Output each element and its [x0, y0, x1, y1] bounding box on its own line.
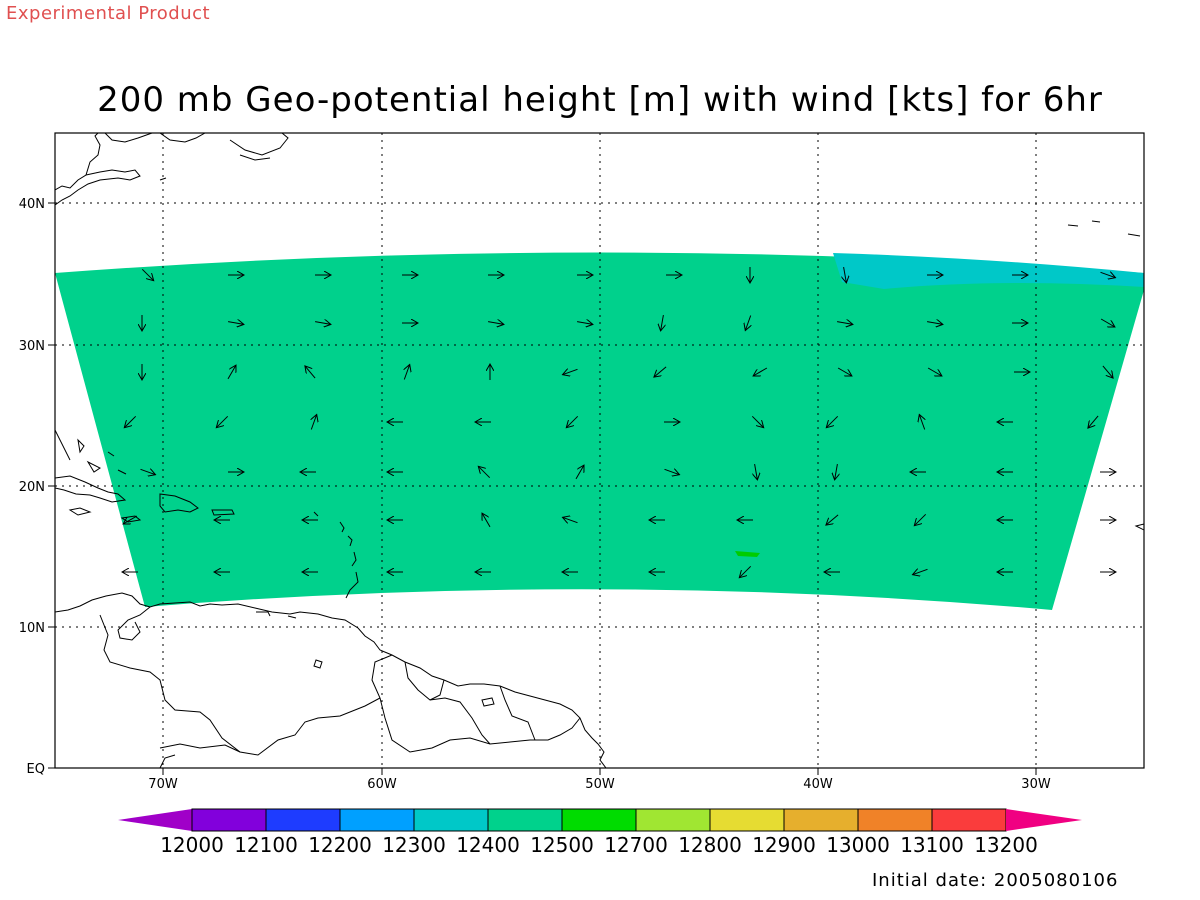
lon-label-30w: 30W: [1021, 777, 1051, 792]
colorbar-segment: [709, 808, 785, 832]
colorbar-segment: [783, 808, 859, 832]
wind-arrow: [216, 415, 229, 427]
colorbar-label: 12100: [234, 833, 298, 857]
wind-arrow: [919, 415, 924, 430]
colorbar-label: 13000: [826, 833, 890, 857]
longitude-labels: 70W 60W 50W 40W 30W: [148, 777, 1051, 792]
wind-arrow: [664, 469, 680, 474]
colorbar-label: 12200: [308, 833, 372, 857]
wind-arrow: [315, 322, 331, 325]
wind-arrow: [654, 366, 667, 377]
wind-arrow: [927, 367, 942, 376]
lat-label-30n: 30N: [19, 339, 45, 354]
wind-arrow: [140, 469, 156, 474]
colorbar-label: 12300: [382, 833, 446, 857]
lat-label-40n: 40N: [19, 197, 45, 212]
wind-arrow: [478, 466, 491, 479]
wind-arrow: [141, 268, 153, 280]
colorbar-segment: [413, 808, 489, 832]
coastlines: [55, 133, 1144, 768]
wind-arrow: [927, 322, 943, 325]
wind-arrow: [563, 517, 578, 522]
wind-vectors: [122, 267, 1116, 578]
wind-arrow: [228, 322, 244, 325]
colorbar-left-triangle: [118, 809, 192, 831]
colorbar-label: 13100: [900, 833, 964, 857]
wind-arrow: [404, 365, 409, 380]
colorbar-right-triangle: [1006, 809, 1082, 831]
colorbar-label: 12900: [752, 833, 816, 857]
wind-arrow: [913, 569, 928, 574]
wind-arrow: [837, 322, 853, 325]
wind-arrow: [305, 366, 316, 379]
geopotential-patch-12700: [735, 551, 760, 557]
wind-arrow: [844, 267, 847, 283]
map-plot-area: [55, 133, 1144, 768]
colorbar-segment: [561, 808, 637, 832]
wind-arrow: [837, 367, 852, 376]
lon-label-40w: 40W: [803, 777, 833, 792]
wind-arrow: [826, 415, 839, 427]
wind-arrow: [661, 315, 664, 331]
colorbar-segment: [635, 808, 711, 832]
color-legend-labels: 12000 12100 12200 12300 12400 12500 12700 12800…: [160, 833, 1038, 857]
graticule-grid: [55, 133, 1144, 768]
color-legend: [118, 808, 1082, 832]
wind-arrow: [1088, 415, 1099, 428]
axis-ticks: [48, 202, 1037, 775]
lon-label-70w: 70W: [148, 777, 178, 792]
colorbar-label: 12400: [456, 833, 520, 857]
wind-arrow: [566, 415, 579, 427]
wind-arrow: [482, 513, 491, 528]
wind-arrow: [1102, 365, 1113, 378]
wind-arrow: [488, 322, 504, 325]
wind-arrow: [745, 315, 750, 331]
wind-arrow: [577, 322, 593, 325]
colorbar-label: 12700: [604, 833, 668, 857]
wind-arrow: [739, 565, 752, 577]
wind-arrow: [835, 464, 838, 480]
colorbar-segment: [931, 808, 1007, 832]
lon-label-50w: 50W: [585, 777, 615, 792]
geopotential-region-12400: [833, 253, 1144, 289]
initial-date: Initial date: 2005080106: [872, 870, 1119, 891]
colorbar-label: 12800: [678, 833, 742, 857]
wind-arrow: [826, 514, 839, 525]
experimental-product-label: Experimental Product: [6, 3, 211, 24]
wind-arrow: [124, 415, 137, 427]
colorbar-segment: [487, 808, 563, 832]
wind-arrow: [575, 465, 584, 480]
latitude-labels: 40N 30N 20N 10N EQ: [19, 197, 45, 777]
wind-arrow: [751, 415, 763, 427]
wind-arrow: [227, 365, 236, 380]
lat-label-eq: EQ: [27, 762, 45, 777]
wind-arrow: [123, 515, 138, 524]
wind-arrow: [1100, 318, 1115, 327]
geopotential-band-12500: [55, 252, 1144, 610]
map-title: 200 mb Geo-potential height [m] with win…: [97, 80, 1103, 120]
wind-arrow: [563, 369, 578, 374]
wind-arrow: [753, 367, 768, 376]
colorbar-segment: [265, 808, 341, 832]
wind-arrow: [311, 415, 316, 430]
lon-label-60w: 60W: [367, 777, 397, 792]
colorbar-segment: [191, 808, 267, 832]
colorbar-label: 13200: [974, 833, 1038, 857]
colorbar-label: 12000: [160, 833, 224, 857]
colorbar-label: 12500: [530, 833, 594, 857]
wind-arrow: [1100, 272, 1116, 277]
lat-label-20n: 20N: [19, 480, 45, 495]
colorbar-segment: [339, 808, 415, 832]
colorbar-segment: [857, 808, 933, 832]
wind-arrow: [755, 464, 758, 480]
wind-arrow: [914, 513, 927, 525]
lat-label-10n: 10N: [19, 621, 45, 636]
